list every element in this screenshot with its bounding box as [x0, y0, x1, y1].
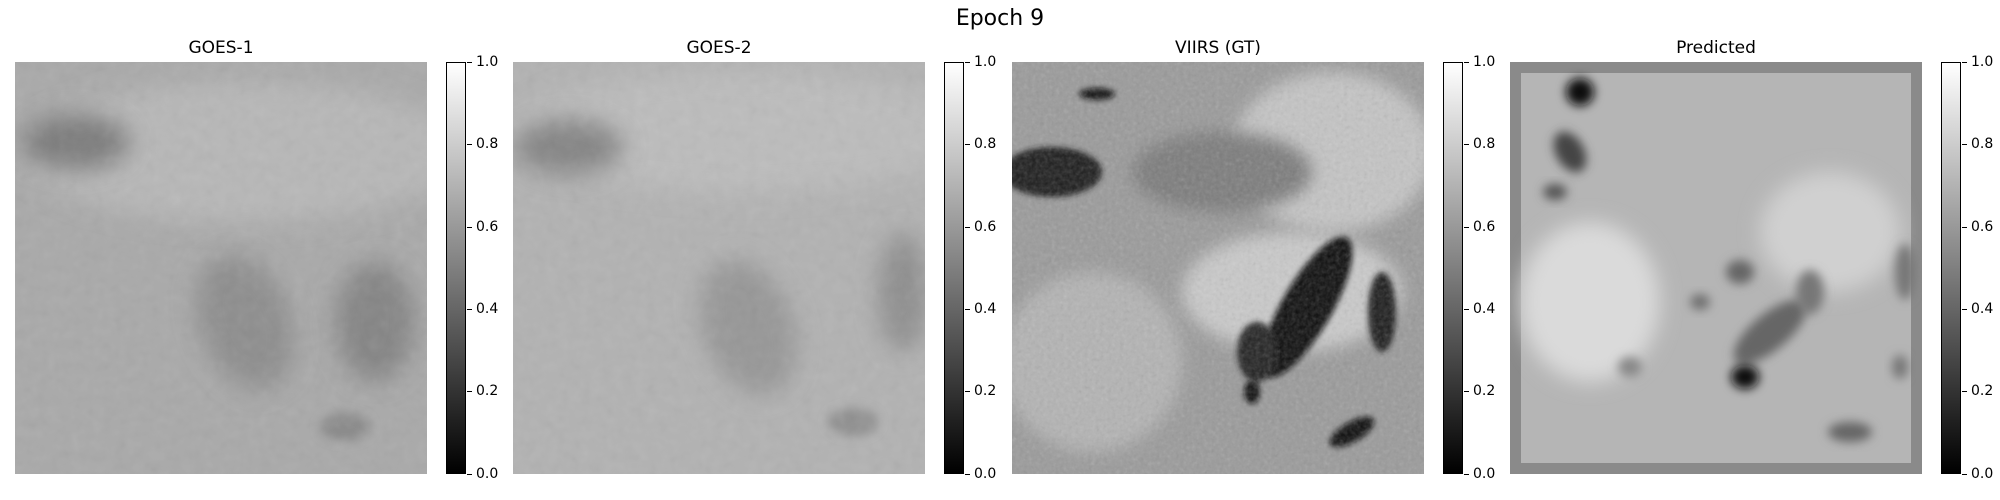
tick-label: 0.2	[965, 384, 996, 398]
viirs-colorbar	[1443, 62, 1463, 474]
tick-label: 0.6	[467, 220, 498, 234]
goes2-image	[513, 62, 925, 474]
tick-label: 1.0	[467, 55, 498, 69]
goes2-colorbar	[944, 62, 964, 474]
tick-label: 0.6	[1464, 220, 1495, 234]
goes1-colorbar	[446, 62, 466, 474]
tick-label: 0.6	[1962, 220, 1993, 234]
panel-title-predicted: Predicted	[1676, 38, 1756, 58]
figure-title: Epoch 9	[955, 6, 1045, 31]
tick-label: 0.4	[467, 302, 498, 316]
tick-label: 0.8	[1962, 137, 1993, 151]
tick-label: 1.0	[965, 55, 996, 69]
viirs-colorbar-ticks: 0.0 0.2 0.4 0.6 0.8 1.0	[1464, 55, 1524, 481]
tick-label: 0.4	[1464, 302, 1495, 316]
tick-label: 0.0	[965, 467, 996, 481]
panel-title-goes1: GOES-1	[188, 38, 254, 58]
goes2-colorbar-ticks: 0.0 0.2 0.4 0.6 0.8 1.0	[965, 55, 1025, 481]
tick-label: 0.2	[1464, 384, 1495, 398]
tick-label: 0.8	[467, 137, 498, 151]
tick-label: 0.6	[965, 220, 996, 234]
tick-label: 0.4	[965, 302, 996, 316]
tick-label: 0.2	[467, 384, 498, 398]
predicted-colorbar	[1941, 62, 1961, 474]
tick-label: 0.0	[1464, 467, 1495, 481]
tick-label: 0.0	[467, 467, 498, 481]
panel-title-viirs: VIIRS (GT)	[1175, 38, 1261, 58]
tick-label: 0.0	[1962, 467, 1993, 481]
panel-title-goes2: GOES-2	[686, 38, 752, 58]
viirs-gt-image	[1012, 62, 1424, 474]
tick-label: 1.0	[1464, 55, 1495, 69]
predicted-colorbar-ticks: 0.0 0.2 0.4 0.6 0.8 1.0	[1962, 55, 2000, 481]
tick-label: 0.4	[1962, 302, 1993, 316]
predicted-image	[1510, 62, 1922, 474]
tick-label: 0.2	[1962, 384, 1993, 398]
goes1-image	[15, 62, 427, 474]
tick-label: 0.8	[1464, 137, 1495, 151]
tick-label: 0.8	[965, 137, 996, 151]
goes1-colorbar-ticks: 0.0 0.2 0.4 0.6 0.8 1.0	[467, 55, 527, 481]
tick-label: 1.0	[1962, 55, 1993, 69]
